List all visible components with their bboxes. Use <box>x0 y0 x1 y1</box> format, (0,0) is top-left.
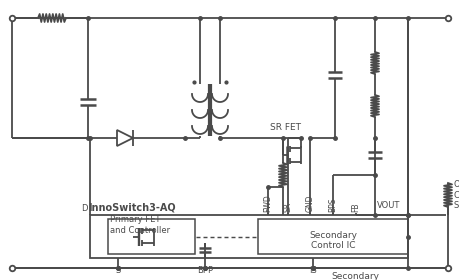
Text: SR: SR <box>283 202 292 212</box>
Text: D: D <box>81 204 88 213</box>
Text: BPS: BPS <box>328 197 337 212</box>
Text: S: S <box>115 266 120 275</box>
Bar <box>257 219 407 254</box>
Text: SR FET: SR FET <box>269 123 300 132</box>
Text: Optional
Current
Sense: Optional Current Sense <box>453 180 459 210</box>
Bar <box>90 215 407 258</box>
Text: Primary FET
and Controller: Primary FET and Controller <box>110 215 170 235</box>
Text: InnoSwitch3-AQ: InnoSwitch3-AQ <box>88 202 175 212</box>
Text: FB: FB <box>351 202 360 212</box>
Text: FWD: FWD <box>263 194 272 212</box>
Bar <box>108 219 195 254</box>
Text: GND: GND <box>305 195 314 212</box>
Text: BPP: BPP <box>196 266 213 275</box>
Text: IS: IS <box>308 266 316 275</box>
Text: VOUT: VOUT <box>376 201 399 210</box>
Text: Secondary
Control IC: Secondary Control IC <box>330 272 378 280</box>
Text: Secondary
Control IC: Secondary Control IC <box>308 231 356 250</box>
